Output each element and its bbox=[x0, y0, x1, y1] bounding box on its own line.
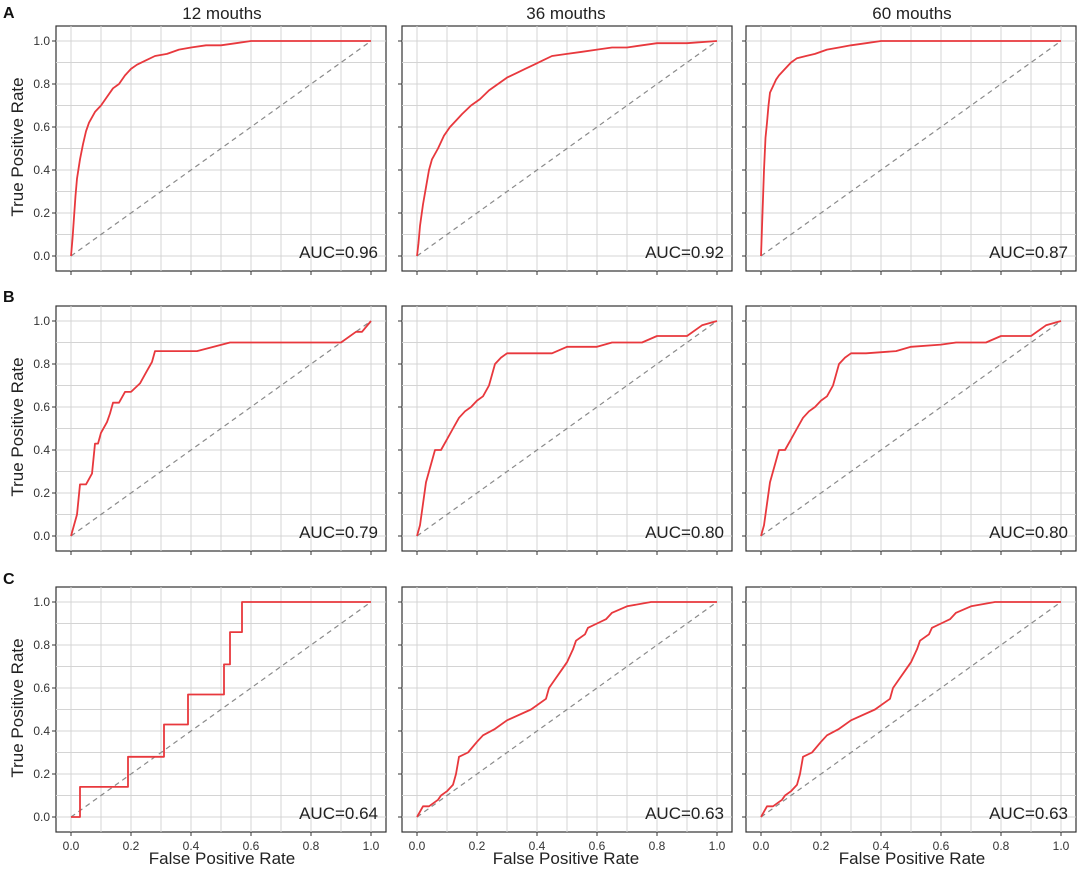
axis-ticks: 0.0 0.2 0.4 0.6 0.8 1.0 bbox=[33, 34, 372, 275]
y-tick-label: 0.2 bbox=[33, 486, 50, 500]
y-tick-label: 1.0 bbox=[33, 314, 50, 328]
x-tick-label: 0.6 bbox=[589, 839, 606, 853]
panels: 0.0 0.2 0.4 0.6 0.8 1.0 AUC=0.96 AUC=0.92 AUC=0.… bbox=[33, 25, 1077, 853]
row-label-a: A bbox=[3, 5, 15, 22]
gridlines bbox=[402, 306, 732, 551]
roc-panel-c-12: 0.0 0.0 0.2 0.2 0.4 0.4 0.6 0.6 0.8 0.8 1.0 1.0 AUC=… bbox=[33, 586, 387, 853]
x-tick-label: 0.4 bbox=[183, 839, 200, 853]
auc-label: AUC=0.63 bbox=[989, 804, 1068, 823]
y-tick-label: 0.6 bbox=[33, 681, 50, 695]
roc-panel-a-12: 0.0 0.2 0.4 0.6 0.8 1.0 AUC=0.96 bbox=[33, 25, 387, 275]
reference-diagonal bbox=[70, 601, 372, 818]
y-tick-label: 0.4 bbox=[33, 724, 50, 738]
y-tick-label: 0.2 bbox=[33, 767, 50, 781]
roc-curve bbox=[760, 320, 1062, 537]
roc-curve bbox=[416, 601, 717, 818]
reference-diagonal bbox=[760, 601, 1062, 818]
roc-panel-a-60: AUC=0.87 bbox=[742, 25, 1077, 275]
x-tick-label: 0.6 bbox=[933, 839, 950, 853]
roc-panel-b-60: AUC=0.80 bbox=[742, 305, 1077, 555]
x-axis-label-36: False Positive Rate bbox=[493, 849, 639, 868]
y-tick-label: 0.8 bbox=[33, 357, 50, 371]
y-axis-label-a: True Positive Rate bbox=[8, 77, 27, 216]
axis-ticks bbox=[398, 40, 718, 275]
auc-label: AUC=0.63 bbox=[645, 804, 724, 823]
y-tick-label: 0.8 bbox=[33, 77, 50, 91]
axis-ticks bbox=[742, 40, 1062, 275]
roc-panel-a-36: AUC=0.92 bbox=[398, 25, 733, 275]
reference-diagonal bbox=[416, 320, 718, 537]
y-tick-label: 0.0 bbox=[33, 529, 50, 543]
auc-label: AUC=0.79 bbox=[299, 523, 378, 542]
auc-label: AUC=0.92 bbox=[645, 243, 724, 262]
roc-panel-c-36: 0.0 0.2 0.4 0.6 0.8 1.0 AUC=0.63 bbox=[398, 586, 733, 853]
roc-panel-c-60: 0.0 0.2 0.4 0.6 0.8 1.0 AUC=0.63 bbox=[742, 586, 1077, 853]
reference-diagonal bbox=[416, 601, 718, 818]
x-tick-label: 0.8 bbox=[649, 839, 666, 853]
x-tick-label: 1.0 bbox=[709, 839, 726, 853]
auc-label: AUC=0.80 bbox=[645, 523, 724, 542]
x-tick-label: 0.4 bbox=[529, 839, 546, 853]
axis-ticks bbox=[398, 320, 718, 555]
x-tick-label: 0.2 bbox=[123, 839, 140, 853]
x-tick-label: 1.0 bbox=[1053, 839, 1070, 853]
y-tick-label: 0.0 bbox=[33, 249, 50, 263]
x-tick-label: 0.2 bbox=[813, 839, 830, 853]
axis-ticks: 0.0 0.0 0.2 0.2 0.4 0.4 0.6 0.6 0.8 0.8 1.0 1.0 bbox=[33, 595, 379, 853]
row-label-b: B bbox=[3, 289, 15, 306]
roc-panel-b-36: AUC=0.80 bbox=[398, 305, 733, 555]
roc-curve bbox=[416, 320, 718, 537]
reference-diagonal bbox=[70, 40, 372, 257]
roc-curve bbox=[760, 40, 1061, 257]
roc-panel-b-12: 0.0 0.2 0.4 0.6 0.8 1.0 AUC=0.79 bbox=[33, 305, 387, 555]
x-tick-label: 0.6 bbox=[243, 839, 260, 853]
x-axis-label-60: False Positive Rate bbox=[839, 849, 985, 868]
x-tick-label: 0.8 bbox=[303, 839, 320, 853]
roc-curve bbox=[71, 601, 371, 818]
roc-curve bbox=[416, 40, 718, 257]
gridlines bbox=[56, 306, 386, 551]
x-tick-label: 1.0 bbox=[363, 839, 380, 853]
auc-label: AUC=0.80 bbox=[989, 523, 1068, 542]
y-tick-label: 0.4 bbox=[33, 163, 50, 177]
reference-diagonal bbox=[760, 40, 1062, 257]
row-label-c: C bbox=[3, 571, 15, 588]
y-tick-label: 0.4 bbox=[33, 443, 50, 457]
column-title-36: 36 mouths bbox=[526, 4, 605, 23]
auc-label: AUC=0.64 bbox=[299, 804, 378, 823]
column-title-60: 60 mouths bbox=[872, 4, 951, 23]
x-axis-label-12: False Positive Rate bbox=[149, 849, 295, 868]
auc-label: AUC=0.87 bbox=[989, 243, 1068, 262]
axis-ticks: 0.0 0.2 0.4 0.6 0.8 1.0 bbox=[742, 601, 1070, 853]
reference-diagonal bbox=[416, 40, 718, 257]
reference-diagonal bbox=[760, 320, 1062, 537]
axis-ticks bbox=[742, 320, 1062, 555]
auc-label: AUC=0.96 bbox=[299, 243, 378, 262]
y-axis-label-b: True Positive Rate bbox=[8, 357, 27, 496]
x-tick-label: 0.0 bbox=[753, 839, 770, 853]
x-tick-label: 0.8 bbox=[993, 839, 1010, 853]
axis-ticks: 0.0 0.2 0.4 0.6 0.8 1.0 bbox=[398, 601, 726, 853]
axis-ticks: 0.0 0.2 0.4 0.6 0.8 1.0 bbox=[33, 314, 372, 555]
x-tick-label: 0.2 bbox=[469, 839, 486, 853]
gridlines bbox=[402, 26, 732, 271]
y-tick-label: 1.0 bbox=[33, 34, 50, 48]
roc-curve bbox=[760, 601, 1061, 818]
y-tick-label: 1.0 bbox=[33, 595, 50, 609]
x-tick-label: 0.0 bbox=[63, 839, 80, 853]
y-axis-label-c: True Positive Rate bbox=[8, 638, 27, 777]
reference-diagonal bbox=[70, 320, 372, 537]
roc-curve bbox=[70, 40, 371, 257]
roc-curve bbox=[70, 320, 372, 537]
y-tick-label: 0.2 bbox=[33, 206, 50, 220]
y-tick-label: 0.8 bbox=[33, 638, 50, 652]
x-tick-label: 0.0 bbox=[409, 839, 426, 853]
column-title-12: 12 mouths bbox=[182, 4, 261, 23]
y-tick-label: 0.0 bbox=[33, 810, 50, 824]
gridlines bbox=[402, 587, 732, 832]
y-tick-label: 0.6 bbox=[33, 120, 50, 134]
y-tick-label: 0.6 bbox=[33, 400, 50, 414]
x-tick-label: 0.4 bbox=[873, 839, 890, 853]
